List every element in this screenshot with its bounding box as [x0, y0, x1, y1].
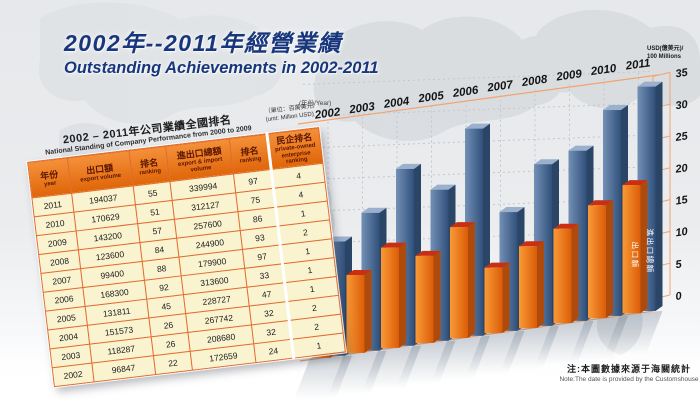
svg-text:2006: 2006 [451, 84, 480, 100]
chart-text-labels: 0 5 10 15 20 25 30 35 2002 2003 2004 2005 2006 2007 20… [313, 57, 689, 303]
ranking-table: 年份 year 出口額 export volume 排名 ranking 進出口總額 expo… [25, 125, 347, 389]
svg-text:出口額: 出口額 [631, 242, 641, 269]
svg-text:2004: 2004 [382, 95, 411, 111]
table-cell: 22 [152, 351, 193, 375]
y-axis-unit-line1: USD(億美元)/ [647, 46, 684, 52]
table-cell: 24 [253, 339, 294, 363]
svg-text:2008: 2008 [520, 74, 549, 90]
svg-text:30: 30 [675, 98, 690, 112]
svg-text:0: 0 [675, 290, 684, 303]
svg-text:20: 20 [674, 162, 690, 176]
svg-text:2010: 2010 [589, 63, 618, 79]
svg-text:2011: 2011 [624, 57, 651, 72]
x-axis-label: (年份/Year) [299, 100, 332, 107]
svg-text:進出口總額: 進出口總額 [646, 229, 656, 274]
svg-text:5: 5 [675, 258, 684, 271]
y-axis-unit-label: USD(億美元)/ 100 Millions [647, 46, 683, 62]
column-header: 年份 year [27, 157, 72, 198]
source-note-en: Note:The date is provided by the Customs… [559, 376, 699, 383]
column-header: 排名 ranking [128, 145, 171, 186]
svg-text:2002: 2002 [313, 106, 342, 122]
page-title: 2002年--2011年經營業績 [64, 30, 342, 56]
table-cell: 2002 [52, 362, 94, 387]
table-body: 2011 194037 55 339994 97 4 2010 170629 51 312127 7… [31, 163, 346, 387]
ranking-table-block: 2002 – 2011年公司業績全國排名 National Standing o… [24, 101, 348, 389]
source-note: 注:本圖數據來源于海關統計 Note:The date is provided … [545, 362, 700, 383]
svg-text:25: 25 [674, 130, 690, 144]
source-note-zh: 注:本圖數據來源于海關統計 [567, 364, 691, 374]
chart-bars [294, 81, 663, 400]
svg-text:2003: 2003 [348, 101, 377, 117]
title-block: 2002年--2011年經營業績 Outstanding Achievement… [64, 24, 379, 78]
svg-text:15: 15 [675, 194, 690, 208]
column-header: 排名 ranking [229, 133, 272, 174]
y-axis-unit-line2: 100 Millions [647, 53, 682, 60]
svg-text:2009: 2009 [555, 68, 584, 84]
svg-text:2007: 2007 [486, 79, 515, 95]
svg-text:35: 35 [675, 67, 690, 81]
svg-text:2005: 2005 [417, 90, 446, 106]
svg-text:10: 10 [675, 226, 690, 240]
page-subtitle: Outstanding Achievements in 2002-2011 [64, 59, 379, 77]
